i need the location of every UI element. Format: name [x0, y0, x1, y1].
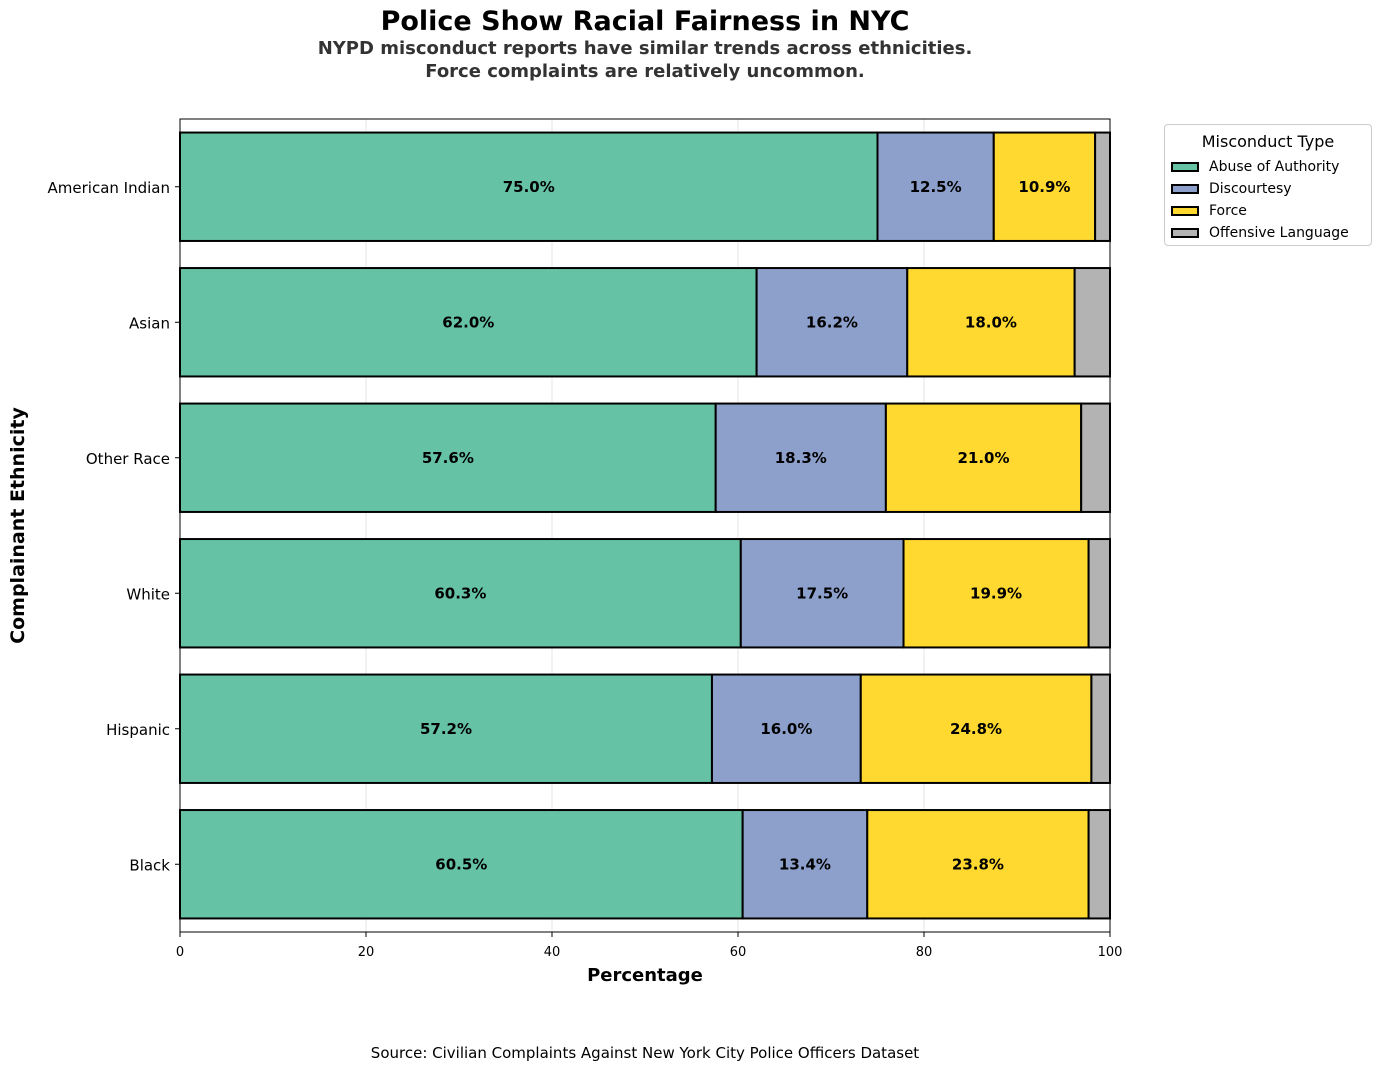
bar-4-3: [1090, 673, 1112, 784]
legend-label-discourtesy: Discourtesy: [1209, 181, 1292, 197]
bar-5-2: [866, 809, 1090, 920]
bar-label-1-1: 16.2%: [806, 313, 858, 331]
bar-label-1-0: 62.0%: [442, 313, 494, 331]
bar-label-3-0: 60.3%: [434, 584, 486, 602]
bar-0-0: [179, 131, 879, 242]
bar-label-2-2: 21.0%: [957, 449, 1009, 467]
bar-3-3: [1087, 538, 1111, 649]
bar-label-4-1: 16.0%: [760, 720, 812, 738]
xtick-label-5: 100: [1098, 945, 1123, 960]
bar-label-1-2: 18.0%: [965, 313, 1017, 331]
bar-label-5-1: 13.4%: [779, 855, 831, 873]
bar-5-1: [741, 809, 869, 920]
bar-1-2: [906, 267, 1076, 378]
bar-label-3-1: 17.5%: [796, 584, 848, 602]
ytick-label-2: Other Race: [86, 450, 170, 468]
bar-label-4-2: 24.8%: [950, 720, 1002, 738]
bar-5-0: [179, 809, 744, 920]
legend-swatch-force: [1171, 206, 1199, 216]
ytick-label-0: American Indian: [48, 179, 170, 197]
bar-label-0-1: 12.5%: [910, 178, 962, 196]
source-note: Source: Civilian Complaints Against New …: [370, 1044, 920, 1062]
xtick-label-0: 0: [176, 945, 184, 960]
bar-0-3: [1094, 131, 1111, 242]
xtick-label-2: 40: [544, 945, 561, 960]
legend-label-force: Force: [1209, 203, 1247, 219]
bar-2-2: [884, 402, 1083, 513]
xtick-label-3: 60: [730, 945, 747, 960]
bar-label-5-0: 60.5%: [435, 855, 487, 873]
x-axis-label: Percentage: [587, 965, 703, 986]
plot-frame: [179, 118, 1111, 933]
legend-swatch-offensive-language: [1171, 228, 1199, 238]
bar-3-0: [179, 538, 742, 649]
bar-4-2: [859, 673, 1093, 784]
bar-3-2: [902, 538, 1090, 649]
bar-2-3: [1080, 402, 1112, 513]
bar-label-4-0: 57.2%: [420, 720, 472, 738]
legend-item-abuse-of-authority: Abuse of Authority: [1171, 157, 1339, 177]
legend-label-offensive-language: Offensive Language: [1209, 225, 1349, 241]
bar-label-0-0: 75.0%: [503, 178, 555, 196]
legend-swatch-abuse-of-authority: [1171, 162, 1199, 172]
subtitle-line-2: Force complaints are relatively uncommon…: [425, 61, 865, 82]
bar-2-0: [179, 402, 717, 513]
subtitle-line-1: NYPD misconduct reports have similar tre…: [317, 38, 973, 59]
legend-item-offensive-language: Offensive Language: [1171, 223, 1349, 243]
bar-5-3: [1087, 809, 1111, 920]
bar-1-0: [179, 267, 758, 378]
y-axis-label: Complainant Ethnicity: [7, 407, 29, 644]
ytick-label-3: White: [126, 585, 170, 603]
legend-title: Misconduct Type: [1201, 132, 1335, 151]
xtick-label-1: 20: [358, 945, 375, 960]
ytick-label-1: Asian: [129, 314, 170, 332]
bar-2-1: [714, 402, 887, 513]
legend-swatch-discourtesy: [1171, 184, 1199, 194]
chart-subtitle: NYPD misconduct reports have similar tre…: [0, 37, 1290, 83]
ytick-label-4: Hispanic: [106, 721, 170, 739]
bar-label-3-2: 19.9%: [970, 584, 1022, 602]
legend-item-force: Force: [1171, 201, 1247, 221]
bar-4-0: [179, 673, 713, 784]
bar-label-2-0: 57.6%: [422, 449, 474, 467]
bar-0-2: [992, 131, 1097, 242]
bar-label-5-2: 23.8%: [952, 855, 1004, 873]
bar-1-3: [1073, 267, 1112, 378]
legend-label-abuse-of-authority: Abuse of Authority: [1209, 159, 1340, 175]
xtick-label-4: 80: [916, 945, 933, 960]
legend-item-discourtesy: Discourtesy: [1171, 179, 1292, 199]
bar-label-2-1: 18.3%: [775, 449, 827, 467]
bar-label-0-2: 10.9%: [1018, 178, 1070, 196]
legend: Misconduct Type Abuse of Authority Disco…: [1164, 124, 1372, 246]
bar-1-1: [755, 267, 909, 378]
chart-title: Police Show Racial Fairness in NYC: [380, 6, 910, 37]
ytick-label-5: Black: [129, 856, 170, 874]
